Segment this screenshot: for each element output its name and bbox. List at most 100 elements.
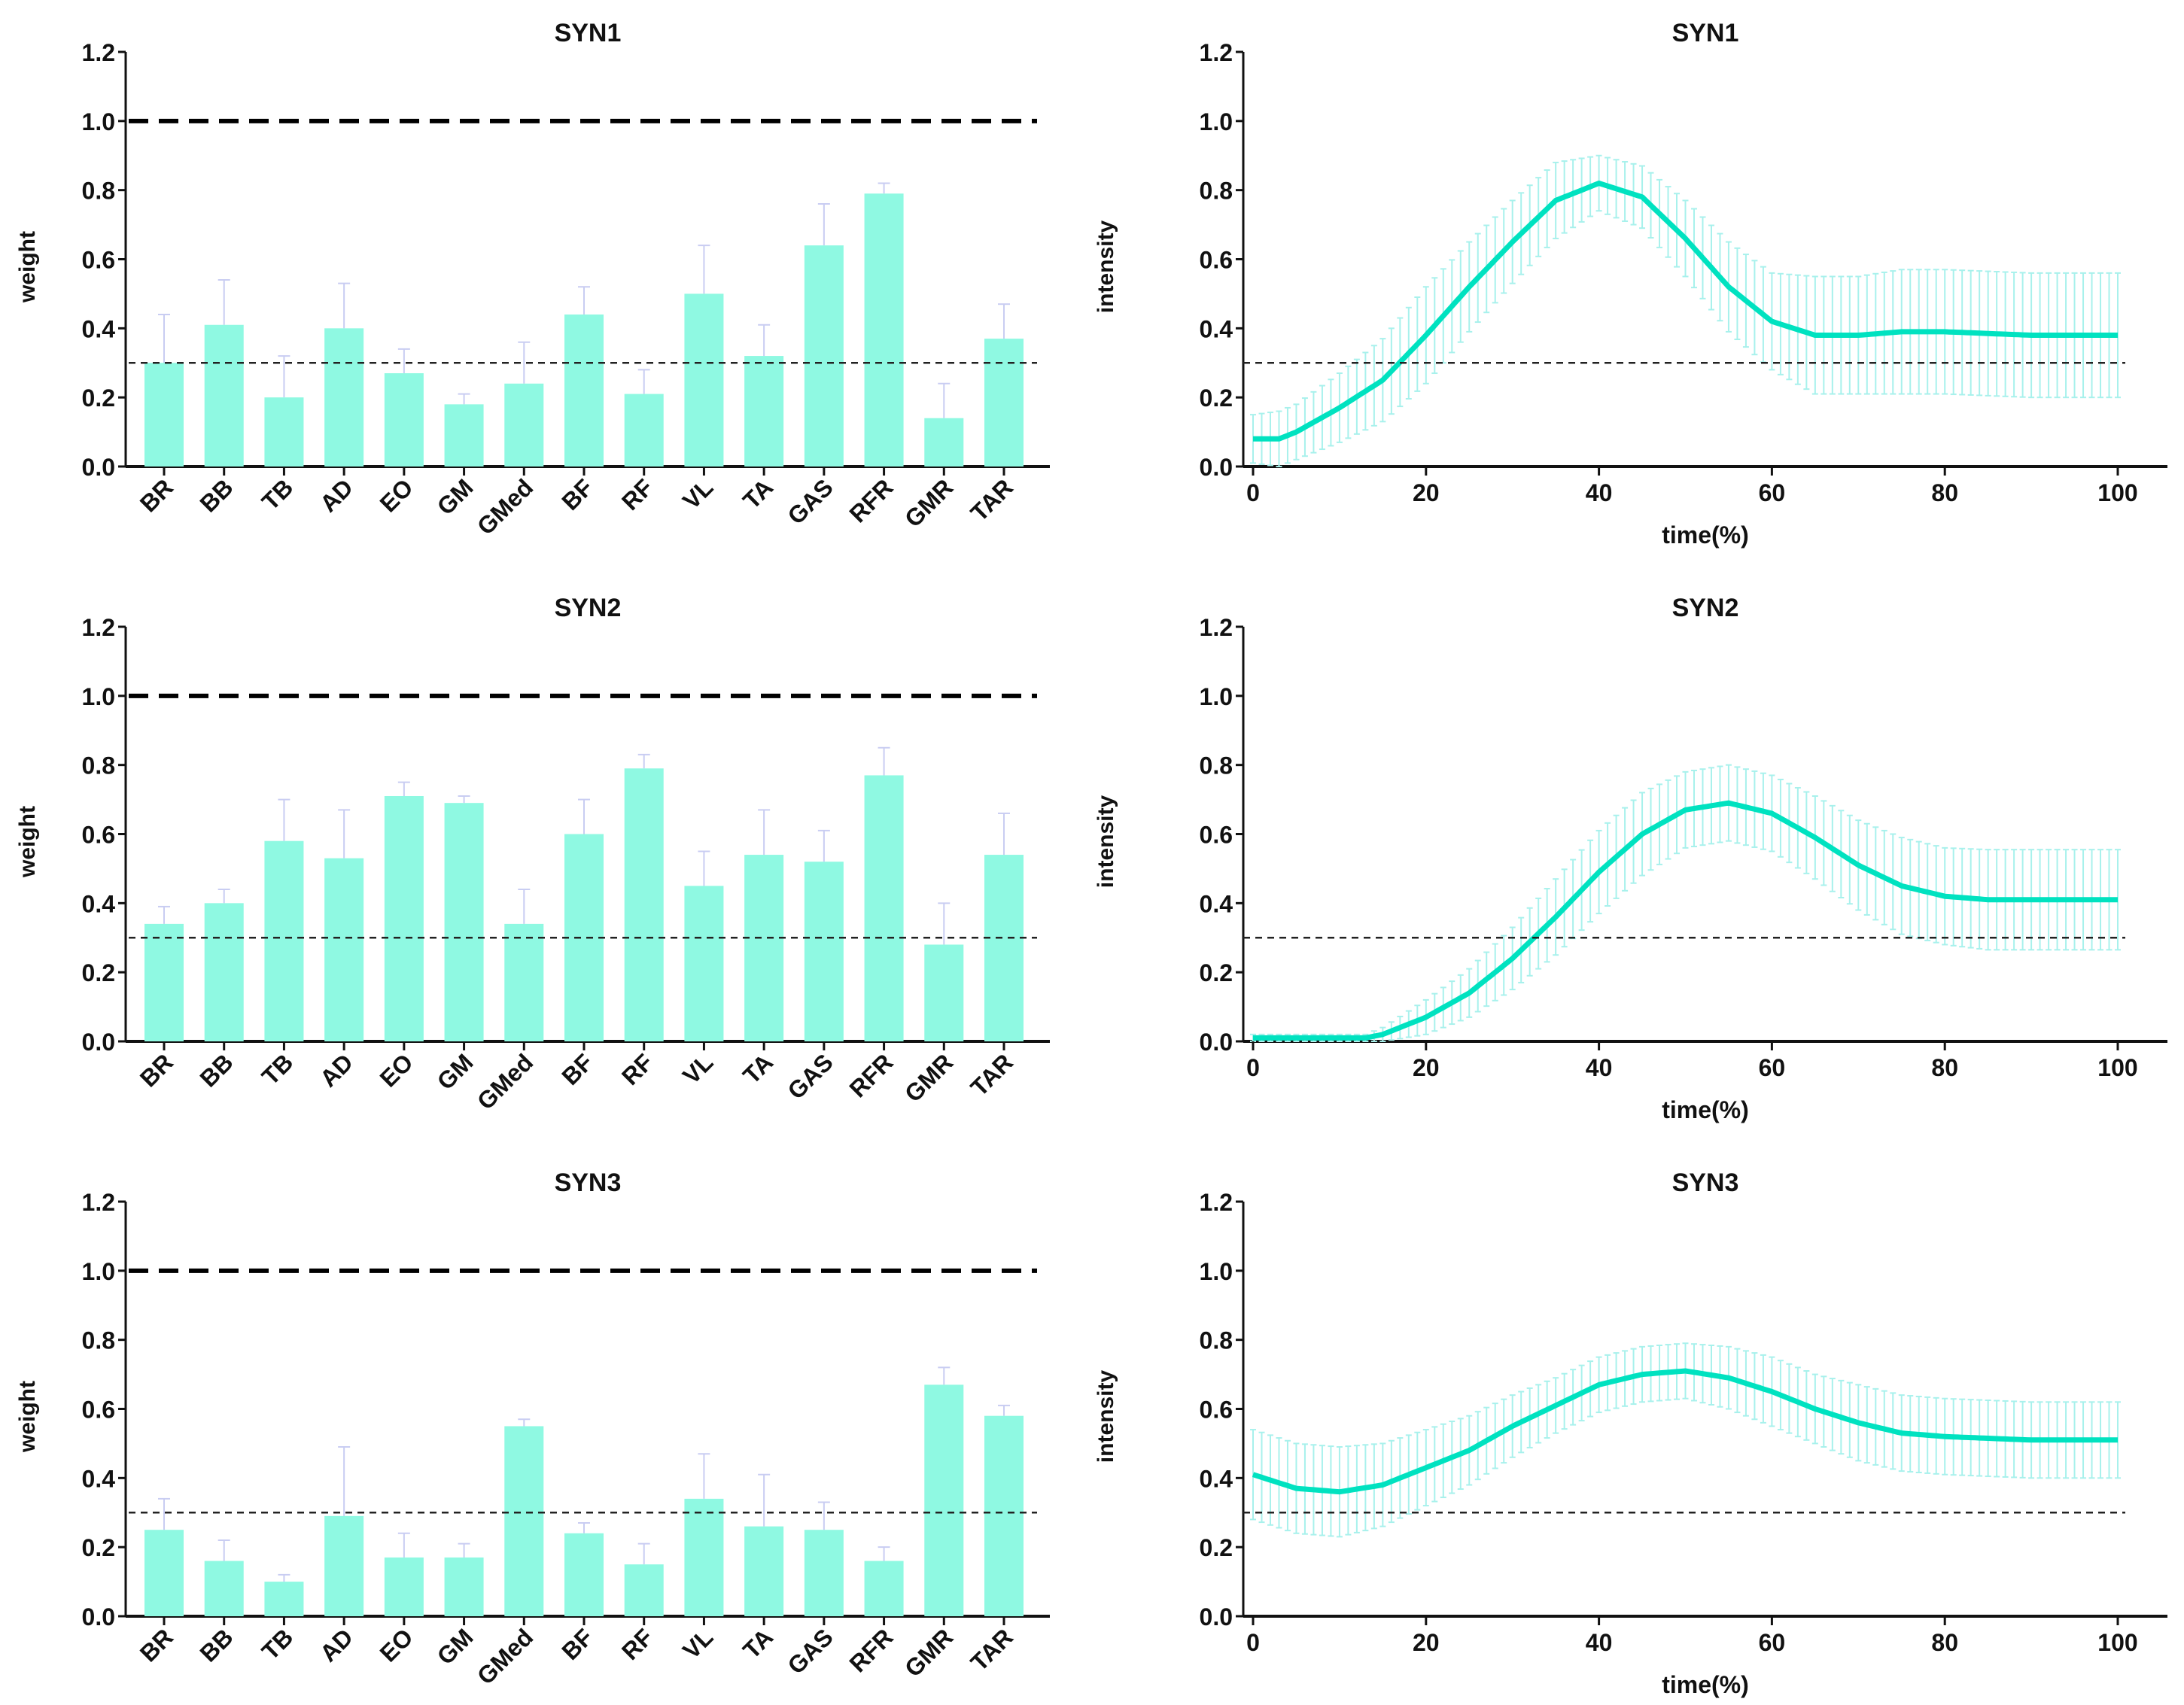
x-tick-label: 40: [1586, 1629, 1613, 1656]
x-tick-label: GMed: [472, 1623, 538, 1689]
bar-eo: [384, 1557, 424, 1616]
x-tick-label: EO: [375, 1623, 418, 1667]
x-tick-label: EO: [375, 473, 418, 517]
line-chart-syn2: SYN2 intensity 0.0 0.2 0.4 0.6 0.8 1.0 1.2 0 20 40 6…: [1094, 594, 2167, 1123]
y-tick-label: 0.0: [1200, 1029, 1233, 1056]
x-tick-label: 60: [1759, 1054, 1786, 1081]
bar-gmed: [504, 1426, 544, 1616]
bar-bb: [204, 324, 244, 467]
y-tick-label: 0.0: [82, 1603, 115, 1631]
bar-gmr: [924, 944, 964, 1041]
bar-gm: [444, 803, 484, 1041]
y-tick-label: 1.0: [1200, 108, 1233, 135]
y-tick-label: 0.8: [82, 752, 115, 780]
x-tick-label: GM: [432, 1048, 479, 1095]
x-tick-label: VL: [677, 473, 718, 514]
x-tick-label: TB: [257, 1048, 299, 1090]
bar-bb: [204, 903, 244, 1041]
x-tick-label: 80: [1931, 1054, 1958, 1081]
y-tick-label: 1.2: [82, 1189, 115, 1216]
y-tick-label: 0.8: [1200, 1327, 1233, 1354]
x-tick-label: AD: [315, 1048, 358, 1092]
chart-title: SYN2: [1672, 594, 1739, 622]
bar-vl: [684, 293, 724, 467]
bar-ad: [324, 1515, 364, 1616]
bar-gmed: [504, 383, 544, 467]
bar-chart-syn3: SYN3 weight 0.0 0.2 0.4 0.6 0.8 1.0 1.2 BR BB TB AD E…: [15, 1169, 1050, 1690]
x-tick-label: GM: [432, 1623, 479, 1670]
bar-bf: [564, 834, 604, 1041]
bar-eo: [384, 373, 424, 467]
x-tick-label: BB: [195, 473, 239, 517]
x-tick-label: VL: [677, 1623, 718, 1664]
y-tick-label: 0.4: [1200, 315, 1233, 342]
x-tick-label: TA: [738, 1623, 778, 1664]
y-tick-label: 0.2: [1200, 1534, 1233, 1561]
mean-line: [1253, 800, 2118, 1041]
y-tick-label: 0.8: [82, 1327, 115, 1354]
x-tick-label: 40: [1586, 1054, 1613, 1081]
bar-gm: [444, 1557, 484, 1616]
x-tick-label: TAR: [966, 1048, 1018, 1101]
bar-gas: [804, 1530, 844, 1616]
x-tick-label: BF: [556, 1048, 598, 1090]
y-axis-label: intensity: [1094, 220, 1118, 314]
y-tick-label: 0.4: [1200, 1465, 1233, 1492]
x-tick-label: GMR: [899, 1048, 958, 1107]
x-tick-label: GMR: [899, 1623, 958, 1682]
bar-gmed: [504, 923, 544, 1041]
x-tick-label: BB: [195, 1048, 239, 1092]
x-tick-label: GMed: [472, 1048, 538, 1114]
y-axis-label: weight: [15, 806, 40, 878]
x-tick-label: AD: [315, 1623, 358, 1667]
x-tick-label: BB: [195, 1623, 239, 1667]
x-tick-label: VL: [677, 1048, 718, 1089]
y-tick-label: 1.0: [82, 683, 115, 710]
bar-rf: [624, 1564, 664, 1616]
chart-title: SYN3: [1672, 1169, 1739, 1197]
x-tick-label: 60: [1759, 1629, 1786, 1656]
bar-gas: [804, 245, 844, 467]
y-tick-label: 0.0: [1200, 1603, 1233, 1631]
y-tick-label: 0.8: [1200, 752, 1233, 780]
bar-rf: [624, 768, 664, 1041]
y-tick-label: 0.8: [1200, 178, 1233, 205]
bar-br: [144, 363, 184, 467]
y-tick-label: 0.2: [82, 959, 115, 986]
x-tick-label: 100: [2097, 1054, 2137, 1081]
x-tick-label: 40: [1586, 479, 1613, 506]
y-tick-label: 0.4: [1200, 890, 1233, 917]
bar-rfr: [864, 193, 904, 467]
bar-vl: [684, 886, 724, 1041]
x-tick-label: RF: [616, 473, 659, 515]
y-tick-label: 0.2: [82, 384, 115, 412]
x-tick-label: BF: [556, 473, 598, 515]
x-tick-label: 80: [1931, 1629, 1958, 1656]
bar-rfr: [864, 1561, 904, 1616]
bar-rf: [624, 394, 664, 467]
y-tick-label: 1.0: [82, 1258, 115, 1285]
y-tick-label: 1.2: [1200, 1189, 1233, 1216]
x-tick-label: TAR: [966, 1623, 1018, 1676]
x-tick-label: 100: [2097, 479, 2137, 506]
y-tick-label: 1.2: [1200, 39, 1233, 66]
y-tick-label: 1.2: [1200, 614, 1233, 641]
bar-gm: [444, 404, 484, 467]
y-tick-label: 0.8: [82, 178, 115, 205]
x-tick-label: BR: [135, 473, 178, 517]
bar-gmr: [924, 1384, 964, 1616]
y-tick-label: 0.4: [82, 315, 116, 342]
bar-gas: [804, 862, 844, 1041]
x-tick-label: AD: [315, 473, 358, 517]
y-tick-label: 1.0: [82, 108, 115, 135]
bar-bb: [204, 1561, 244, 1616]
bar-vl: [684, 1498, 724, 1616]
y-axis-label: weight: [15, 231, 40, 303]
x-tick-label: 20: [1413, 1629, 1440, 1656]
bar-tar: [984, 855, 1024, 1041]
bar-ta: [744, 356, 784, 467]
bar-tb: [264, 1582, 304, 1616]
y-tick-label: 0.6: [1200, 247, 1233, 274]
bar-br: [144, 1530, 184, 1616]
